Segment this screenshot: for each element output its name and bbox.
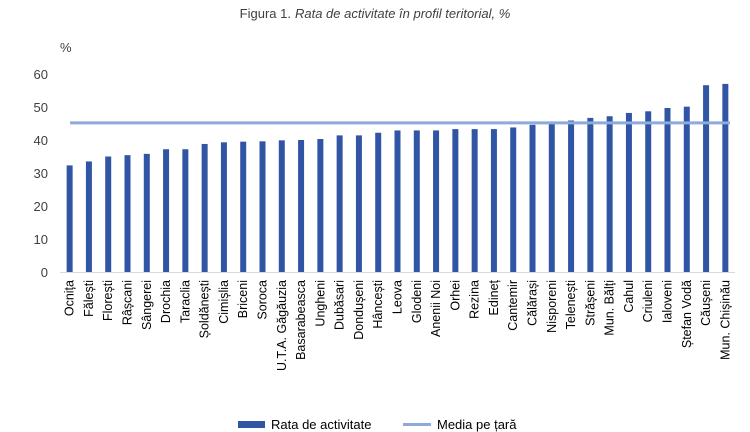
bar xyxy=(105,156,112,272)
bar xyxy=(66,165,73,272)
y-tick-label: 0 xyxy=(41,265,48,280)
legend-label-country-average: Media pe țară xyxy=(437,417,517,432)
x-category-label: Drochia xyxy=(159,280,173,323)
bar xyxy=(471,129,478,272)
bar xyxy=(278,140,285,272)
x-category-label: Telenești xyxy=(564,280,578,329)
bar xyxy=(433,130,440,272)
x-category-label: Ungheni xyxy=(313,280,327,327)
x-category-label: Sângerei xyxy=(140,280,154,330)
bar xyxy=(375,132,382,272)
legend: Rata de activitate Media pe țară xyxy=(238,417,517,432)
x-category-label: U.T.A. Găgăuzia xyxy=(275,280,289,371)
bar xyxy=(201,143,208,272)
bar xyxy=(664,107,671,273)
x-category-label: Basarabeasca xyxy=(294,280,308,360)
x-category-label: Cahul xyxy=(622,280,636,313)
bar xyxy=(259,141,266,272)
x-category-label: Dubăsari xyxy=(333,280,347,330)
x-category-label: Șoldănești xyxy=(198,280,212,338)
bar xyxy=(240,141,247,272)
x-category-label: Mun. Chișinău xyxy=(718,280,732,360)
bar xyxy=(317,139,324,272)
bar xyxy=(510,127,517,273)
x-category-label: Ialoveni xyxy=(661,280,675,323)
x-category-label: Anenii Noi xyxy=(429,280,443,337)
x-category-label: Rezina xyxy=(468,280,482,319)
bars-group xyxy=(66,83,729,273)
legend-label-activity-rate: Rata de activitate xyxy=(271,417,371,432)
bar xyxy=(220,142,227,272)
x-category-label: Orhei xyxy=(448,280,462,311)
x-category-label: Strășeni xyxy=(583,280,597,326)
bar xyxy=(298,140,305,272)
bar xyxy=(548,123,555,272)
x-category-label: Dondușeni xyxy=(352,280,366,340)
y-tick-label: 50 xyxy=(34,100,48,115)
x-category-label: Glodeni xyxy=(410,280,424,323)
x-category-label: Ocnița xyxy=(63,280,77,316)
bar xyxy=(336,135,343,272)
x-category-label: Taraclia xyxy=(178,280,192,323)
bar xyxy=(606,116,613,273)
x-category-label: Leova xyxy=(391,280,405,314)
y-axis-unit-label: % xyxy=(60,40,72,55)
y-axis-ticks: 0 10 20 30 40 50 60 xyxy=(34,67,48,280)
x-category-label: Mun. Bălți xyxy=(603,280,617,336)
x-category-label: Florești xyxy=(101,280,115,321)
x-category-label: Soroca xyxy=(256,280,270,320)
bar xyxy=(355,135,362,272)
bar xyxy=(85,161,92,272)
bar xyxy=(683,106,690,272)
bar xyxy=(394,130,401,272)
x-category-label: Briceni xyxy=(236,280,250,318)
bar xyxy=(163,149,170,272)
chart-title: Figura 1. Rata de activitate în profil te… xyxy=(240,6,511,21)
x-category-label: Ștefan Vodă xyxy=(680,280,694,348)
bar xyxy=(568,120,575,272)
bar xyxy=(143,153,150,272)
x-category-label: Călărași xyxy=(526,280,540,326)
y-tick-label: 20 xyxy=(34,199,48,214)
category-labels: Ocnița Fălești Florești Râșcani Sângerei Droc… xyxy=(63,279,733,371)
x-category-label: Căușeni xyxy=(699,280,713,326)
y-tick-label: 30 xyxy=(34,166,48,181)
bar xyxy=(124,155,131,272)
bar xyxy=(587,117,594,272)
bar xyxy=(645,111,652,272)
chart-title-prefix: Figura 1. xyxy=(240,6,291,21)
bar xyxy=(452,129,459,272)
bar xyxy=(722,83,729,273)
bar xyxy=(625,112,632,272)
chart-title-main: Rata de activitate în profil teritorial,… xyxy=(295,6,510,21)
legend-swatch-activity-rate xyxy=(238,421,265,428)
bar xyxy=(413,130,420,272)
y-tick-label: 40 xyxy=(34,133,48,148)
y-tick-label: 60 xyxy=(34,67,48,82)
x-category-label: Cimișlia xyxy=(217,280,231,324)
y-tick-label: 10 xyxy=(34,232,48,247)
bar xyxy=(182,149,189,272)
x-category-label: Hâncești xyxy=(371,280,385,329)
x-category-label: Criuleni xyxy=(641,280,655,322)
x-category-label: Râșcani xyxy=(121,280,135,325)
x-category-label: Nisporeni xyxy=(545,280,559,333)
x-category-label: Edineț xyxy=(487,279,501,315)
bar xyxy=(529,124,536,272)
x-category-label: Fălești xyxy=(82,280,96,317)
bar xyxy=(703,85,710,272)
bar xyxy=(490,129,497,272)
x-category-label: Cantemir xyxy=(506,280,520,331)
